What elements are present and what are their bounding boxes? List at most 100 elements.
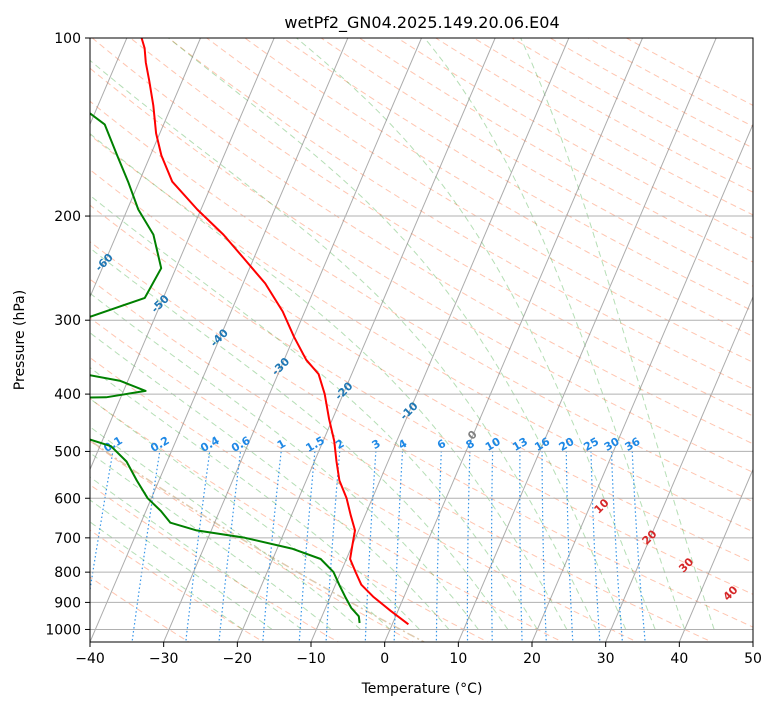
y-axis-title: Pressure (hPa) <box>12 290 28 390</box>
y-tick-label: 400 <box>54 387 81 403</box>
mixing-ratio-line <box>490 451 494 642</box>
isotherm <box>384 38 643 642</box>
x-tick-label: −20 <box>223 651 253 667</box>
y-tick-label: 700 <box>54 531 81 547</box>
isotherm <box>236 38 496 642</box>
dry-adiabat <box>90 204 753 595</box>
isotherm-label: -20 <box>332 379 355 402</box>
dry-adiabat <box>320 38 753 287</box>
mixing-ratio-line <box>466 451 471 642</box>
isotherm <box>605 295 753 642</box>
dry-adiabat <box>90 357 564 642</box>
moist-adiabat <box>90 292 479 630</box>
dry-adiabat <box>90 100 753 503</box>
mixing-ratio-line <box>364 451 377 642</box>
moist-adiabat <box>90 476 302 630</box>
y-tick-label: 500 <box>54 444 81 460</box>
isotherm <box>457 38 717 642</box>
mixing-ratio-line <box>610 451 624 642</box>
mixing-ratio-line <box>519 451 523 642</box>
mixing-ratio-line <box>185 451 211 642</box>
x-tick-label: −10 <box>296 651 326 667</box>
plot-frame <box>89 37 754 643</box>
dry-adiabat <box>90 67 753 473</box>
mixing-ratio-line <box>325 451 341 642</box>
x-tick-label: 10 <box>449 651 467 667</box>
isotherm-label: 20 <box>640 527 660 547</box>
mixing-ratio-label: 6 <box>435 437 448 452</box>
temperature-profile <box>140 38 410 626</box>
x-tick-label: −30 <box>149 651 179 667</box>
background-lines <box>90 38 753 642</box>
isotherm-label: 40 <box>721 583 741 603</box>
y-tick-label: 900 <box>54 595 81 611</box>
y-tick-label: 1000 <box>45 622 81 638</box>
mixing-ratio-line <box>90 451 114 594</box>
mixing-ratio-line <box>298 451 316 642</box>
mixing-ratio-line <box>218 451 242 642</box>
mixing-ratio-line <box>541 451 547 642</box>
pressure-gridlines <box>90 38 753 630</box>
y-axis: 1000 900 800 700 600 500 400 300 200 100 <box>45 31 90 638</box>
chart-title: wetPf2_GN04.2025.149.20.06.E04 <box>284 13 559 33</box>
x-tick-label: 30 <box>597 651 615 667</box>
isotherm-label: 10 <box>592 496 612 516</box>
moist-adiabat <box>90 452 332 630</box>
isotherm <box>678 468 753 642</box>
isotherm-label: -30 <box>269 355 292 378</box>
mixing-ratio-label: 3 <box>370 437 383 452</box>
moist-adiabat <box>90 133 568 630</box>
lcl-reference-curve <box>90 439 426 642</box>
dry-adiabat <box>587 38 753 127</box>
mixing-ratio-line <box>631 451 646 642</box>
moist-adiabat <box>295 38 656 630</box>
dry-adiabat <box>90 398 489 642</box>
dry-adiabat <box>549 38 753 149</box>
y-tick-label: 800 <box>54 565 81 581</box>
y-tick-label: 600 <box>54 491 81 507</box>
dry-adiabat <box>91 38 753 445</box>
dry-adiabat <box>358 38 753 263</box>
mixing-ratio-line <box>435 451 442 642</box>
mixing-ratio-label: 4 <box>396 437 409 452</box>
x-tick-label: 40 <box>670 651 688 667</box>
y-tick-label: 100 <box>54 31 81 47</box>
dry-adiabat <box>90 440 414 642</box>
moist-adiabat <box>90 247 509 630</box>
mixing-ratio-line <box>590 451 601 642</box>
x-tick-label: 20 <box>523 651 541 667</box>
dry-adiabat <box>472 38 753 193</box>
x-axis: −40 −30 −20 −10 0 10 20 30 40 50 <box>75 642 762 667</box>
dry-adiabat <box>90 484 340 642</box>
x-tick-label: 0 <box>380 651 389 667</box>
moist-adiabat <box>167 38 627 630</box>
mixing-ratio-label: 1 <box>275 437 288 452</box>
background-labels: 0.10.20.40.611.52346810131620253036-100-… <box>0 130 741 604</box>
y-tick-label: 200 <box>54 209 81 225</box>
isotherm-label: -60 <box>93 251 116 274</box>
isotherm <box>163 38 422 642</box>
dry-adiabat <box>511 38 753 171</box>
dry-adiabat <box>90 134 753 533</box>
dry-adiabat <box>90 278 713 642</box>
isotherm <box>531 123 753 642</box>
moist-adiabat <box>90 426 361 630</box>
mixing-ratio-line <box>565 451 574 642</box>
x-tick-label: −40 <box>75 651 105 667</box>
isotherm <box>90 38 275 471</box>
isotherm-label: -80 <box>0 130 20 153</box>
x-axis-title: Temperature (°C) <box>361 681 483 697</box>
isotherm-label: -10 <box>397 399 420 422</box>
y-tick-label: 300 <box>54 313 81 329</box>
profile-lines <box>90 38 410 626</box>
moist-adiabat <box>423 38 686 630</box>
dry-adiabat <box>90 169 753 564</box>
dry-adiabat <box>90 317 639 642</box>
moist-adiabat <box>90 59 597 630</box>
moist-adiabat <box>90 194 538 630</box>
mixing-ratio-line <box>262 451 282 642</box>
moist-adiabat <box>520 38 715 630</box>
dry-adiabat <box>244 38 753 337</box>
